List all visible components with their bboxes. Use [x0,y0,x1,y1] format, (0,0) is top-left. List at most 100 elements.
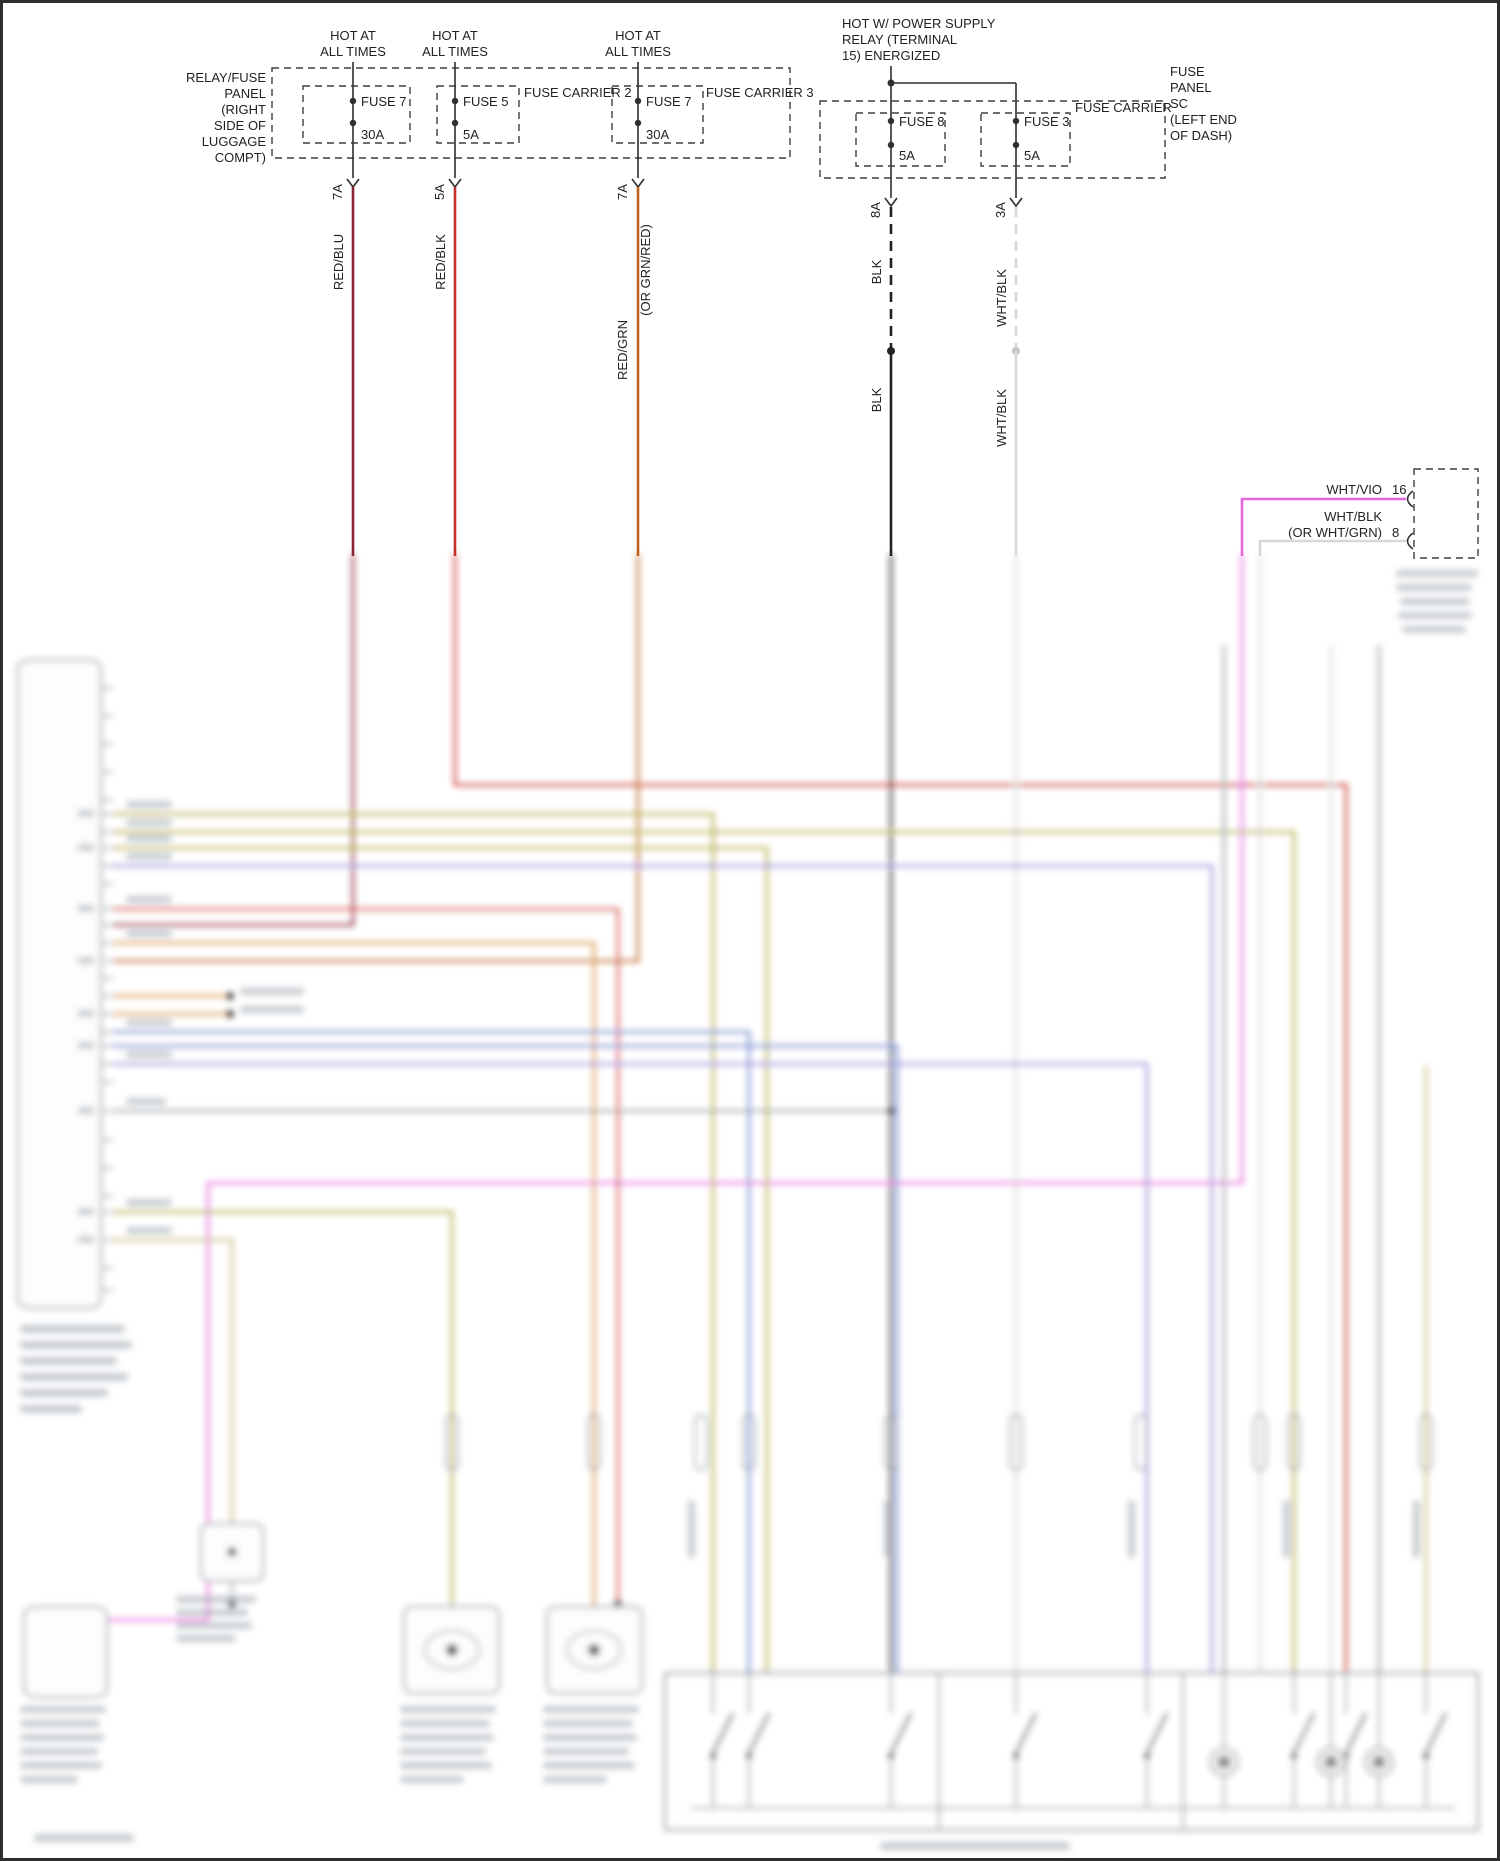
fuse5-box [436,85,520,144]
wire-wht-vio [1240,497,1406,556]
fuse-terminal-dot [451,97,459,105]
relay-fuse-panel-box [271,67,791,159]
right-panel-name-3: SC [1170,96,1188,111]
wire-label-or-wht-grn: (OR WHT/GRN) [1288,525,1382,540]
component-dot [227,1547,237,1557]
wire-label-red-blk: RED/BLK [433,234,448,290]
fuse-carrier-3-label: FUSE CARRIER 3 [706,85,814,100]
feed-labels: HOT AT ALL TIMES HOT AT ALL TIMES HOT AT… [320,16,996,63]
fuse3r-rating: 5A [1024,148,1040,163]
component-symbol [424,1630,480,1670]
bottom-assembly-box [664,1672,1479,1831]
junction-dot [887,1107,895,1115]
pin-label-3a: 3A [993,202,1008,218]
wire-orange-1 [113,941,596,1607]
footer-smudges [34,1834,1070,1850]
connector-arrow [448,178,462,189]
feed4-line3: 15) ENERGIZED [842,48,940,63]
wire-olive-3 [113,846,769,1673]
feed4-line2: RELAY (TERMINAL [842,32,957,47]
wire-red-soft [113,907,620,1600]
wire-label-wht-blk-r: WHT/BLK [1324,509,1382,524]
pin-label-5a: 5A [432,184,447,200]
wire-red-grn-lower [113,554,640,963]
wire-olive-1 [113,812,715,1673]
fuse1-name: FUSE 7 [361,94,407,109]
fuse-terminal-dot [349,119,357,127]
fuse8-name: FUSE 8 [899,114,945,129]
left-panel-name-3: (RIGHT [221,102,266,117]
wire-label-wht-blk-2: WHT/BLK [994,389,1009,447]
wire-blue-1 [113,1030,751,1673]
feed1-line1: HOT AT [330,28,376,43]
right-connector-box [1413,468,1479,559]
left-bottom-component [23,1606,108,1698]
pin-number-16: 16 [1392,482,1406,497]
small-component-label-blurred [176,1596,256,1642]
right-panel-name-2: PANEL [1170,80,1212,95]
pin-label-8a: 8A [868,202,883,218]
wire-wht-blk-right [1258,539,1406,556]
wire-label-red-grn: RED/GRN [615,320,630,380]
wire-label-or-grn-red: (OR GRN/RED) [638,224,653,316]
switch1-label-blurred [400,1706,496,1783]
sharp-upper-diagram: HOT AT ALL TIMES HOT AT ALL TIMES HOT AT… [186,16,1479,559]
assembly-motors [1209,1673,1394,1808]
connector-pin-numbers-blurred [78,810,94,1243]
fuse3-box [980,112,1071,167]
wire-label-wht-blk-1: WHT/BLK [994,269,1009,327]
assembly-switches [710,1673,1447,1808]
pin-label-7a-2: 7A [615,184,630,200]
fuse-terminal-dot [349,97,357,105]
connector-arrow [884,197,898,208]
fuse8-rating: 5A [899,148,915,163]
fuse-terminal-dot [1012,141,1020,149]
junction-dot [226,992,234,1000]
pin-number-8: 8 [1392,525,1399,540]
wire-violet-1 [113,864,1214,1673]
right-connector-label-blurred [1396,570,1478,633]
fuse3-name: FUSE 7 [646,94,692,109]
left-panel-name-4: SIDE OF [214,118,266,133]
feed-drop-lines [352,62,639,178]
fuse-terminal-dot [634,119,642,127]
wire-label-smudges [126,801,1420,1558]
wire-olive-2 [113,830,1296,1673]
wire-red-blu-lower [113,554,355,927]
wire-olive-4 [113,1210,454,1607]
feed1-line2: ALL TIMES [320,44,386,59]
right-panel-name-1: FUSE [1170,64,1205,79]
left-bottom-label-blurred [20,1706,106,1783]
feed2-line2: ALL TIMES [422,44,488,59]
fuse-carrier-2-label: FUSE CARRIER 2 [524,85,632,100]
pin-socket-16 [1406,490,1414,508]
junction-dot [226,1010,234,1018]
blurred-lower-diagram [17,554,1479,1850]
fuse-terminal-dot [887,141,895,149]
left-panel-name-2: PANEL [224,86,266,101]
feed4-line1: HOT W/ POWER SUPPLY [842,16,996,31]
fuse-carrier-label: FUSE CARRIER [1075,100,1172,115]
wire-label-blk-1: BLK [869,259,884,284]
wire-label-wht-vio: WHT/VIO [1326,482,1382,497]
left-panel-name-5: LUGGAGE [202,134,267,149]
right-panel-name-5: OF DASH) [1170,128,1232,143]
fuse1-rating: 30A [361,127,384,142]
wire-red-blk-lower [453,554,1348,1673]
main-wires: RED/BLU RED/BLK (OR GRN/RED) RED/GRN BLK… [331,187,1020,556]
fuse-terminal-dot [451,119,459,127]
wire-wht-vio-lower [107,554,1244,1622]
component-dot [588,1644,600,1656]
right-panel-name-4: (LEFT END [1170,112,1237,127]
component-symbol [566,1630,622,1670]
fuse2-rating: 5A [463,127,479,142]
right-connector: WHT/VIO 16 WHT/BLK (OR WHT/GRN) 8 [1240,468,1479,559]
wire-violet-2 [113,1062,1149,1673]
fuse-terminal-dot [634,97,642,105]
fuse-terminal-dot [887,117,895,125]
fuse8-box [855,112,946,167]
right-fuse-panel: FUSE 8 5A FUSE 3 5A FUSE CARRIER FUSE PA… [819,64,1237,218]
connector-pin-stubs [101,687,113,1291]
